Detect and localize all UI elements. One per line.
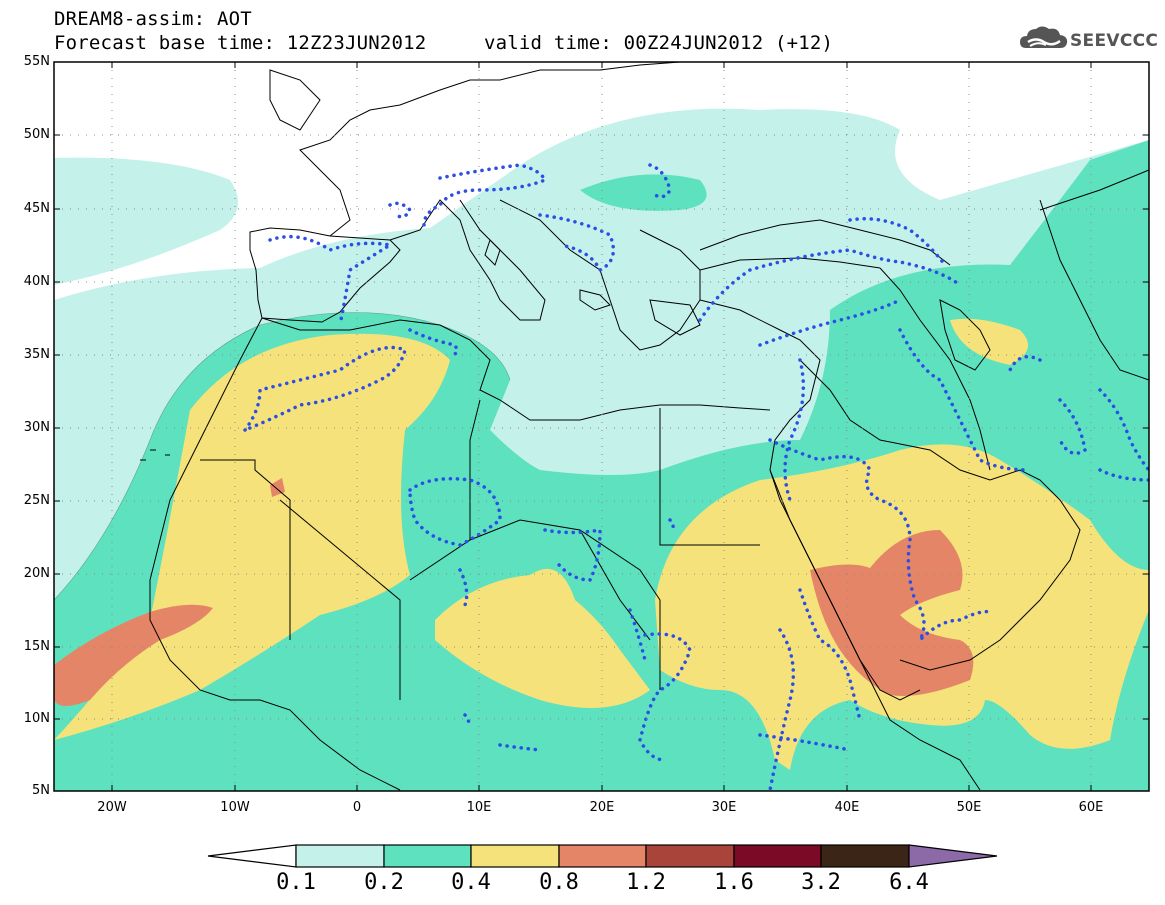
colorbar-label: 6.4 xyxy=(889,870,929,895)
colorbar-label: 0.8 xyxy=(539,870,579,895)
lon-label: 50E xyxy=(956,800,982,815)
axis-ticks xyxy=(54,61,1149,792)
aot-field-0.8-1.2 xyxy=(54,478,974,706)
colorbar-swatch xyxy=(558,844,647,868)
seevccc-logo: SEEVCCC xyxy=(1018,22,1158,62)
colorbar-swatch xyxy=(733,844,822,868)
lat-label: 30N xyxy=(23,420,50,435)
lat-label: 45N xyxy=(23,201,50,216)
lat-label: 20N xyxy=(23,566,50,581)
lat-label: 35N xyxy=(23,347,50,362)
lat-label: 25N xyxy=(23,493,50,508)
lon-label: 60E xyxy=(1078,800,1104,815)
lon-label: 40E xyxy=(834,800,860,815)
aot-colorbar xyxy=(207,844,998,868)
lat-label: 10N xyxy=(23,711,50,726)
lat-label: 40N xyxy=(23,274,50,289)
colorbar-swatch xyxy=(383,844,472,868)
aot-fields xyxy=(54,62,1149,791)
logo-text: SEEVCCC xyxy=(1070,31,1159,51)
lat-label: 15N xyxy=(23,639,50,654)
valid-time: valid time: 00Z24JUN2012 (+12) xyxy=(484,32,834,54)
aot-contour-lines xyxy=(54,312,511,601)
colorbar-label: 0.1 xyxy=(276,870,316,895)
lon-label: 10E xyxy=(466,800,492,815)
lon-label: 30E xyxy=(711,800,737,815)
forecast-base-time: Forecast base time: 12Z23JUN2012 xyxy=(54,32,427,54)
lon-label: 20E xyxy=(589,800,615,815)
lat-label: 50N xyxy=(23,127,50,142)
lon-label: 20W xyxy=(97,800,127,815)
colorbar-label: 0.4 xyxy=(451,870,491,895)
lat-label: 55N xyxy=(23,54,50,69)
colorbar-swatch xyxy=(820,844,910,868)
colorbar-swatch-above xyxy=(908,844,998,868)
lon-label: 10W xyxy=(220,800,250,815)
colorbar-swatch xyxy=(470,844,560,868)
lat-label: 5N xyxy=(32,783,50,798)
colorbar-swatch xyxy=(645,844,735,868)
colorbar-label: 1.2 xyxy=(626,870,666,895)
graticule xyxy=(54,62,1149,791)
colorbar-swatch-below xyxy=(207,844,297,868)
coastlines-and-borders xyxy=(140,62,1149,791)
colorbar-swatch xyxy=(295,844,385,868)
map-title: DREAM8-assim: AOT xyxy=(54,8,252,30)
colorbar-label: 0.2 xyxy=(364,870,404,895)
lon-label: 0 xyxy=(352,800,362,815)
cloud-icon xyxy=(1020,26,1068,48)
colorbar-label: 1.6 xyxy=(714,870,754,895)
colorbar-label: 3.2 xyxy=(801,870,841,895)
